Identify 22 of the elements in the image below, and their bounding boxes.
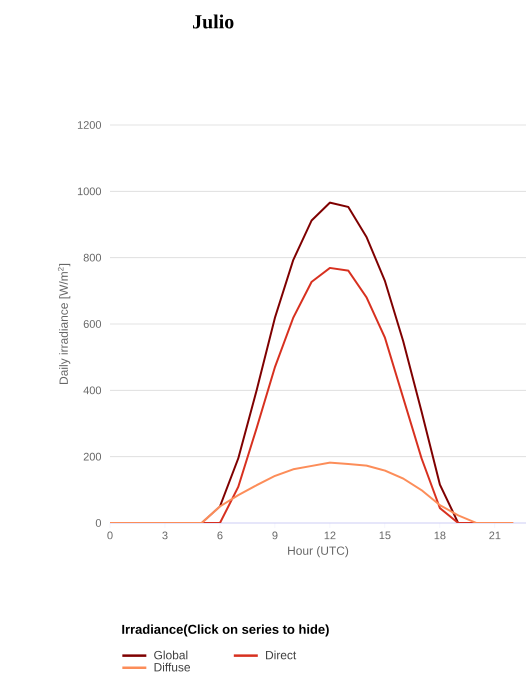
y-tick-label: 1200	[78, 121, 102, 129]
x-tick-label: 15	[380, 532, 391, 540]
y-tick-label: 1000	[78, 187, 102, 196]
legend-title: Irradiance(Click on series to hide)	[122, 624, 329, 636]
x-tick-label: 9	[272, 532, 278, 540]
x-tick-label: 3	[162, 532, 168, 540]
legend-label: Global	[154, 650, 188, 660]
y-axis-title: Daily irradiance [W/m$^{2}$]	[58, 264, 70, 384]
y-tick-label: 400	[83, 386, 102, 394]
y-tick-label: 600	[84, 320, 102, 328]
x-tick-label: 21	[489, 532, 500, 540]
x-axis-title: Hour (UTC)	[288, 546, 348, 558]
x-tick-label: 0	[107, 532, 113, 540]
chart-title: Julio	[193, 14, 234, 29]
y-tick-label: 200	[84, 452, 102, 461]
x-tick-label: 12	[324, 532, 336, 540]
x-tick-label: 18	[434, 532, 446, 540]
legend-label: Direct	[266, 650, 296, 660]
x-tick-label: 6	[217, 532, 223, 540]
y-tick-label: 800	[84, 254, 102, 262]
legend-label: Diffuse	[154, 662, 190, 672]
y-tick-label: 0	[96, 519, 102, 527]
